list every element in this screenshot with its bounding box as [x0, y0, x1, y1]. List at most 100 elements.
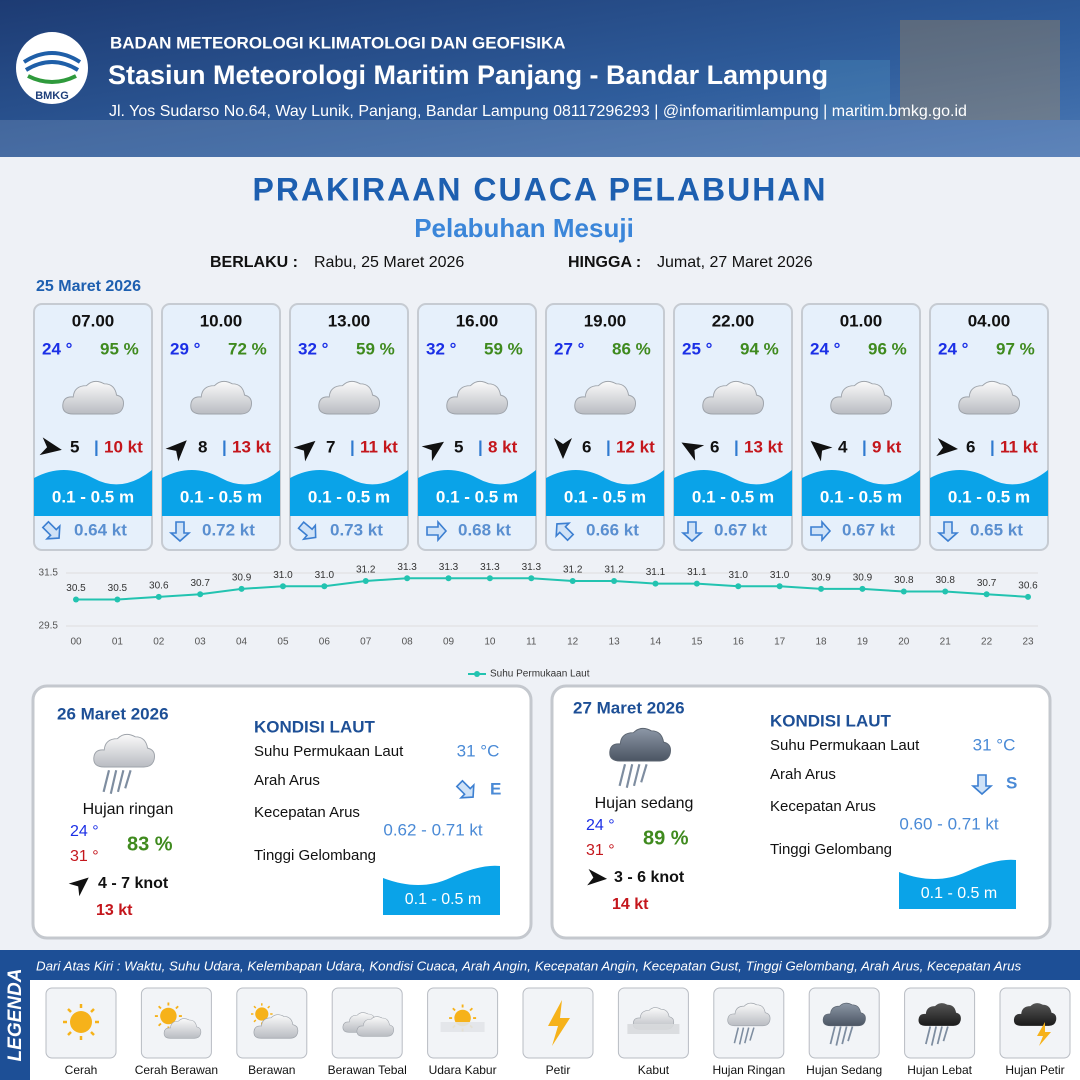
sst-label: 31.3	[439, 562, 459, 573]
humidity: 59 %	[356, 339, 395, 358]
humidity: 95 %	[100, 339, 139, 358]
legend-label: Hujan Petir	[1005, 1063, 1064, 1077]
separator: |	[862, 437, 867, 456]
sst-point	[155, 593, 162, 600]
wind-speed: 5	[70, 437, 79, 456]
sst-label: 31.3	[522, 562, 542, 573]
wave-height: 0.1 - 0.5 m	[692, 487, 774, 506]
wind-speed: 6	[582, 437, 591, 456]
sst-label: 30.8	[935, 575, 955, 586]
legend-label: Udara Kabur	[429, 1063, 497, 1077]
time: 16.00	[456, 311, 499, 330]
wave	[290, 470, 408, 516]
sst-label: 30.7	[190, 578, 210, 589]
wave	[162, 470, 280, 516]
x-tick-label: 19	[857, 637, 869, 648]
day-panel	[550, 684, 1052, 940]
sea-title: KONDISI LAUT	[254, 717, 376, 736]
temperature: 32 °	[298, 339, 329, 358]
sst-label: Suhu Permukaan Laut	[254, 743, 404, 760]
wind-speed: 4	[838, 437, 848, 456]
sst-point	[983, 591, 990, 598]
current-speed: 0.62 - 0.71 kt	[383, 820, 483, 839]
gust: 11 kt	[1000, 437, 1038, 456]
current-speed: 0.67 kt	[714, 520, 767, 539]
wave-height: 0.1 - 0.5 m	[948, 487, 1030, 506]
legend-label: Hujan Sedang	[806, 1063, 882, 1077]
x-tick-label: 17	[774, 637, 786, 648]
x-tick-label: 23	[1022, 637, 1034, 648]
day-panel	[31, 684, 533, 940]
x-tick-label: 01	[112, 637, 124, 648]
gust: 13 kt	[744, 437, 783, 456]
time: 07.00	[72, 311, 115, 330]
x-tick-label: 20	[898, 637, 910, 648]
gust: 10 kt	[104, 437, 143, 456]
time: 04.00	[968, 311, 1011, 330]
sst-label: 30.6	[1018, 580, 1038, 591]
x-tick-label: 05	[277, 637, 289, 648]
separator: |	[606, 437, 611, 456]
time: 13.00	[328, 311, 371, 330]
wave	[418, 470, 536, 516]
current-dir: S	[1006, 773, 1017, 792]
wave	[930, 470, 1048, 516]
legend-bar	[0, 950, 1080, 980]
sst-label: 31.0	[273, 570, 293, 581]
sst-label: 31.1	[687, 567, 707, 578]
gust: 9 kt	[872, 437, 902, 456]
day1-date: 25 Maret 2026	[36, 278, 141, 295]
sst-label: 31.2	[604, 565, 624, 576]
temperature: 29 °	[170, 339, 201, 358]
sst-label: 30.7	[977, 578, 997, 589]
current-speed: 0.64 kt	[74, 520, 127, 539]
separator: |	[478, 437, 483, 456]
temp-min: 24 °	[70, 823, 99, 840]
gust: 8 kt	[488, 437, 518, 456]
x-tick-label: 09	[443, 637, 455, 648]
sst-point	[404, 575, 411, 582]
sst-label: 30.9	[853, 573, 873, 584]
legend-label: Cerah Berawan	[135, 1063, 218, 1077]
header-background	[0, 0, 1080, 157]
legend-label: Hujan Lebat	[907, 1063, 972, 1077]
address: Jl. Yos Sudarso No.64, Way Lunik, Panjan…	[109, 103, 967, 120]
x-tick-label: 00	[70, 637, 82, 648]
wave-height: 0.1 - 0.5 m	[564, 487, 646, 506]
sst-point	[445, 575, 452, 582]
x-tick-label: 13	[609, 637, 621, 648]
wave-label: Tinggi Gelombang	[770, 841, 892, 858]
wave-height: 0.1 - 0.5 m	[405, 891, 481, 908]
sst: 31 °C	[973, 735, 1016, 754]
sst-point	[114, 596, 121, 603]
gust: 13 kt	[232, 437, 271, 456]
legend-label: Berawan	[248, 1063, 295, 1077]
wave-height: 0.1 - 0.5 m	[820, 487, 902, 506]
logo-text: BMKG	[35, 90, 69, 102]
sst-label: 30.6	[149, 580, 169, 591]
valid-from: Rabu, 25 Maret 2026	[314, 254, 464, 271]
x-tick-label: 02	[153, 637, 165, 648]
sst-label: 30.5	[66, 583, 86, 594]
sst-point	[73, 596, 79, 603]
legend-icon	[440, 1022, 485, 1032]
sst-point	[611, 577, 618, 584]
legend-label: Berawan Tebal	[328, 1063, 407, 1077]
gust: 11 kt	[360, 437, 398, 456]
sst-point	[279, 583, 286, 590]
sst-point	[735, 583, 742, 590]
current-speed: 0.65 kt	[970, 520, 1023, 539]
subtitle: Pelabuhan Mesuji	[414, 213, 634, 243]
separator: |	[990, 437, 995, 456]
sst-point	[942, 588, 949, 595]
date: 27 Maret 2026	[573, 698, 685, 717]
temp-max: 31 °	[70, 848, 99, 865]
time: 01.00	[840, 311, 883, 330]
sst-label: Suhu Permukaan Laut	[770, 737, 920, 754]
sst-point	[776, 583, 783, 590]
humidity: 86 %	[612, 339, 651, 358]
x-tick-label: 15	[691, 637, 703, 648]
header-decor	[0, 20, 1080, 157]
sst-label: 31.1	[646, 567, 666, 578]
x-tick-label: 06	[319, 637, 331, 648]
